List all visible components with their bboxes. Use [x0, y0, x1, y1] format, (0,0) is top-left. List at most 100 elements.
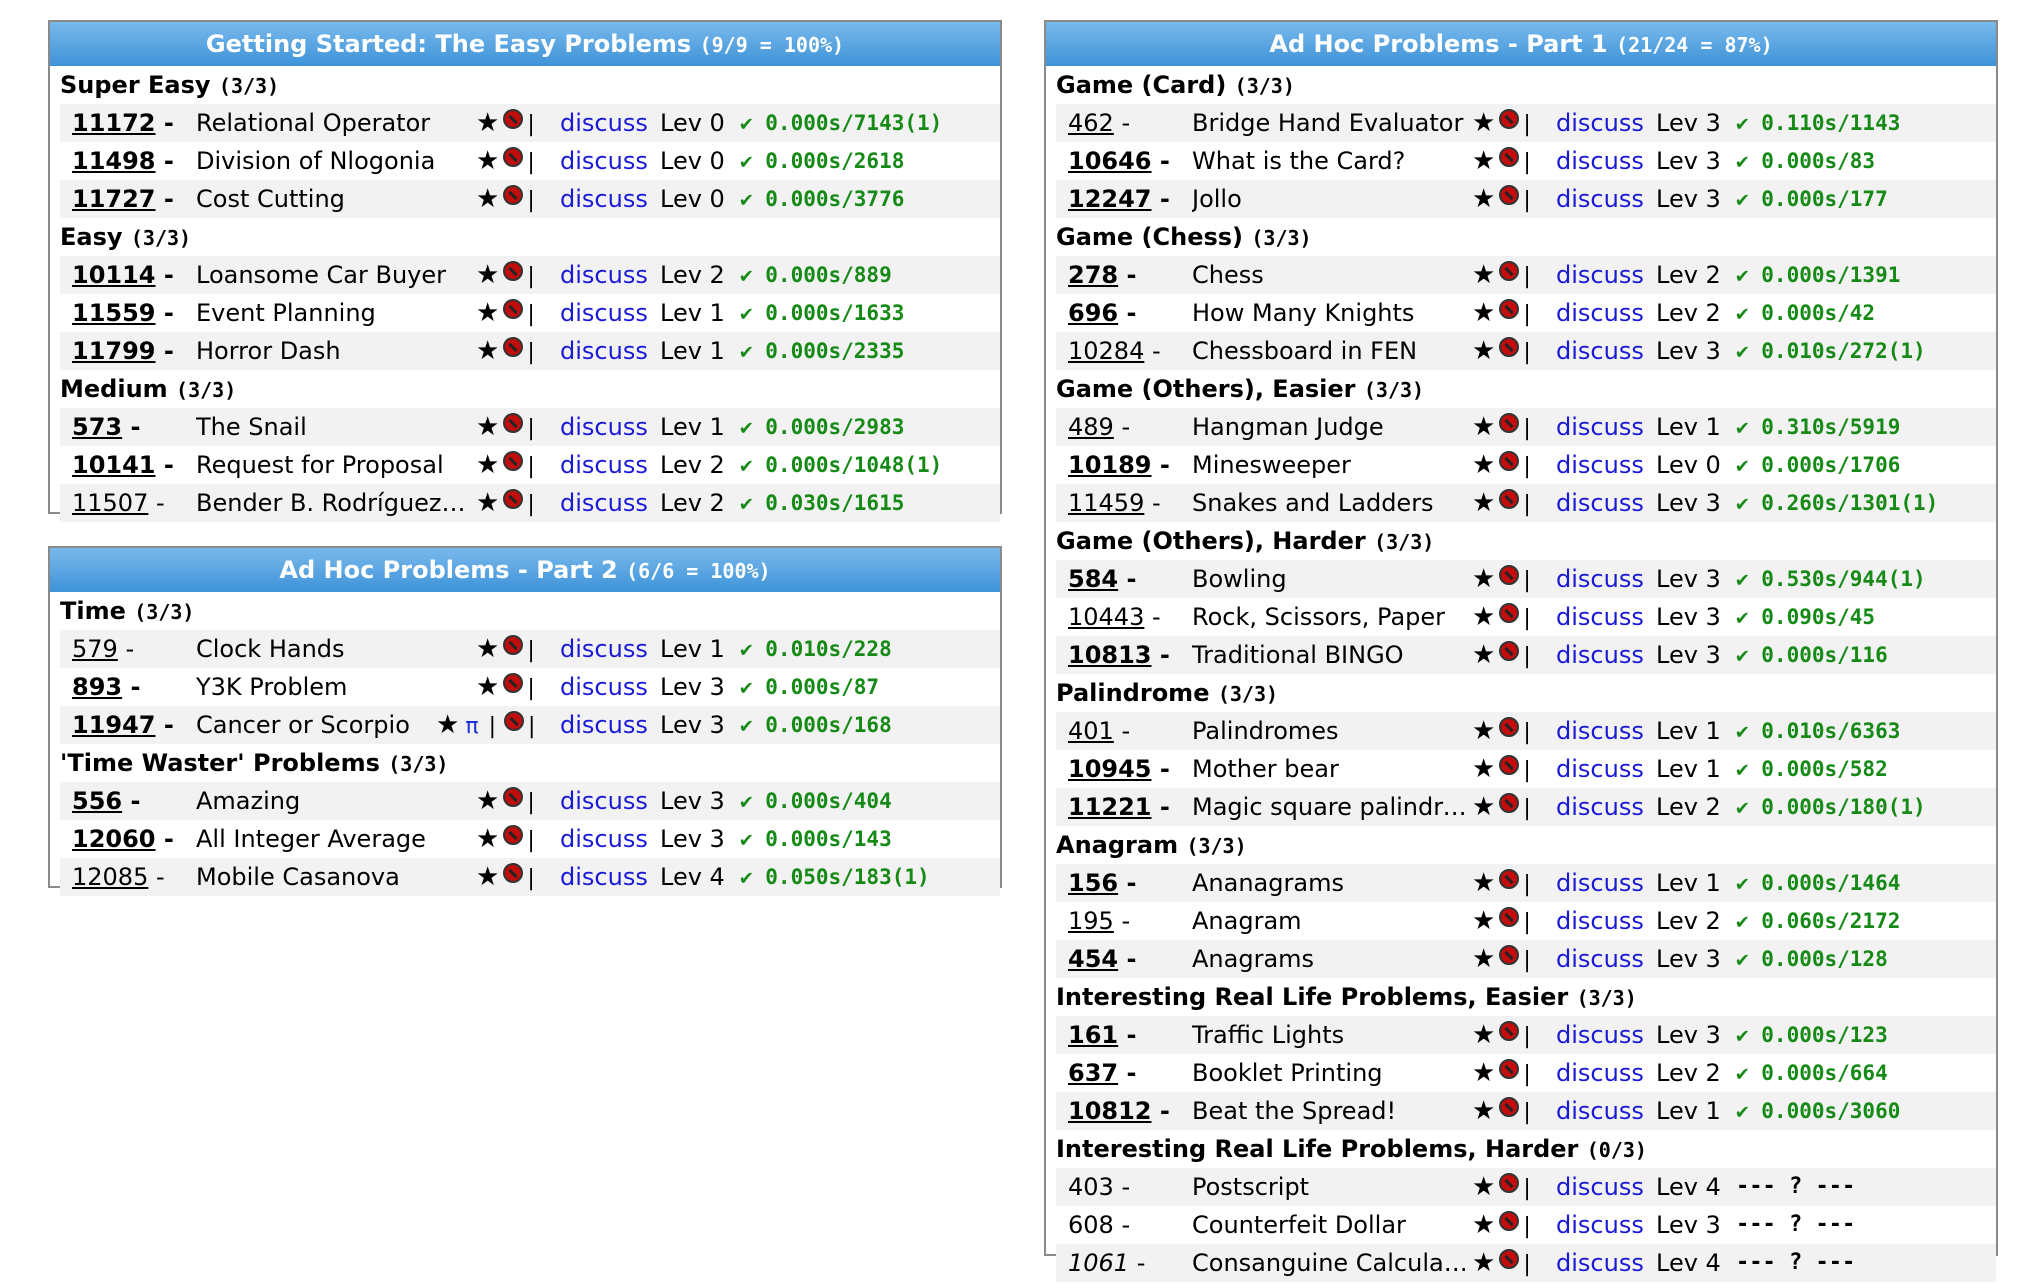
discuss-link[interactable]: discuss: [560, 299, 648, 327]
problem-number-link[interactable]: 556: [72, 787, 123, 815]
problem-number-link[interactable]: 11799: [72, 337, 156, 365]
discuss-link[interactable]: discuss: [1556, 299, 1644, 327]
star-icon[interactable]: ★: [1472, 754, 1496, 784]
problem-number-link[interactable]: 12247: [1068, 185, 1152, 213]
discuss-link[interactable]: discuss: [1556, 945, 1644, 973]
discuss-link[interactable]: discuss: [1556, 793, 1644, 821]
star-icon[interactable]: ★: [476, 450, 500, 480]
star-icon[interactable]: ★: [1472, 1058, 1496, 1088]
discuss-link[interactable]: discuss: [1556, 451, 1644, 479]
discuss-link[interactable]: discuss: [560, 109, 648, 137]
discuss-link[interactable]: discuss: [1556, 1173, 1644, 1201]
debug-icon[interactable]: [1499, 1021, 1520, 1041]
debug-icon[interactable]: [503, 635, 524, 655]
star-icon[interactable]: ★: [476, 260, 500, 290]
debug-icon[interactable]: [1499, 869, 1520, 889]
discuss-link[interactable]: discuss: [1556, 641, 1644, 669]
star-icon[interactable]: ★: [1472, 792, 1496, 822]
debug-icon[interactable]: [1499, 109, 1520, 129]
problem-number-link[interactable]: 11172: [72, 109, 156, 137]
debug-icon[interactable]: [1499, 755, 1520, 775]
star-icon[interactable]: ★: [476, 184, 500, 214]
debug-icon[interactable]: [503, 261, 524, 281]
discuss-link[interactable]: discuss: [560, 673, 648, 701]
debug-icon[interactable]: [503, 185, 524, 205]
discuss-link[interactable]: discuss: [560, 261, 648, 289]
problem-number-link[interactable]: 278: [1068, 261, 1119, 289]
star-icon[interactable]: ★: [476, 298, 500, 328]
discuss-link[interactable]: discuss: [1556, 1097, 1644, 1125]
problem-number-link[interactable]: 10945: [1068, 755, 1152, 783]
problem-number-link[interactable]: 11727: [72, 185, 156, 213]
discuss-link[interactable]: discuss: [1556, 717, 1644, 745]
discuss-link[interactable]: discuss: [1556, 261, 1644, 289]
problem-number-link[interactable]: 462: [1068, 109, 1114, 137]
star-icon[interactable]: ★: [436, 710, 460, 740]
star-icon[interactable]: ★: [1472, 1020, 1496, 1050]
debug-icon[interactable]: [1499, 1097, 1520, 1117]
star-icon[interactable]: ★: [1472, 1172, 1496, 1202]
debug-icon[interactable]: [503, 413, 524, 433]
problem-number-link[interactable]: 11947: [72, 711, 156, 739]
debug-icon[interactable]: [503, 337, 524, 357]
debug-icon[interactable]: [503, 451, 524, 471]
problem-number-link[interactable]: 696: [1068, 299, 1119, 327]
problem-number-link[interactable]: 11221: [1068, 793, 1152, 821]
star-icon[interactable]: ★: [1472, 564, 1496, 594]
discuss-link[interactable]: discuss: [1556, 755, 1644, 783]
problem-number-link[interactable]: 579: [72, 635, 118, 663]
debug-icon[interactable]: [1499, 565, 1520, 585]
problem-number-link[interactable]: 11459: [1068, 489, 1145, 517]
debug-icon[interactable]: [1499, 717, 1520, 737]
star-icon[interactable]: ★: [1472, 906, 1496, 936]
star-icon[interactable]: ★: [476, 634, 500, 664]
debug-icon[interactable]: [1499, 793, 1520, 813]
star-icon[interactable]: ★: [1472, 716, 1496, 746]
problem-number-link[interactable]: 10141: [72, 451, 156, 479]
problem-number-link[interactable]: 10443: [1068, 603, 1145, 631]
discuss-link[interactable]: discuss: [1556, 413, 1644, 441]
star-icon[interactable]: ★: [1472, 944, 1496, 974]
pi-icon[interactable]: π: [465, 714, 479, 739]
problem-number-link[interactable]: 454: [1068, 945, 1119, 973]
problem-number-link[interactable]: 584: [1068, 565, 1119, 593]
debug-icon[interactable]: [1499, 603, 1520, 623]
debug-icon[interactable]: [503, 825, 524, 845]
star-icon[interactable]: ★: [476, 824, 500, 854]
discuss-link[interactable]: discuss: [1556, 185, 1644, 213]
discuss-link[interactable]: discuss: [1556, 109, 1644, 137]
star-icon[interactable]: ★: [476, 786, 500, 816]
discuss-link[interactable]: discuss: [560, 451, 648, 479]
discuss-link[interactable]: discuss: [1556, 603, 1644, 631]
problem-number-link[interactable]: 637: [1068, 1059, 1119, 1087]
problem-number-link[interactable]: 12060: [72, 825, 156, 853]
problem-number-link[interactable]: 10189: [1068, 451, 1152, 479]
debug-icon[interactable]: [1499, 1249, 1520, 1269]
problem-number-link[interactable]: 11507: [72, 489, 149, 517]
discuss-link[interactable]: discuss: [1556, 1021, 1644, 1049]
star-icon[interactable]: ★: [1472, 298, 1496, 328]
debug-icon[interactable]: [1499, 451, 1520, 471]
debug-icon[interactable]: [503, 787, 524, 807]
problem-number-link[interactable]: 195: [1068, 907, 1114, 935]
problem-number-link[interactable]: 893: [72, 673, 123, 701]
star-icon[interactable]: ★: [1472, 640, 1496, 670]
star-icon[interactable]: ★: [476, 146, 500, 176]
debug-icon[interactable]: [1499, 641, 1520, 661]
star-icon[interactable]: ★: [1472, 868, 1496, 898]
discuss-link[interactable]: discuss: [1556, 565, 1644, 593]
problem-number-link[interactable]: 156: [1068, 869, 1119, 897]
problem-number-link[interactable]: 161: [1068, 1021, 1119, 1049]
problem-number-link[interactable]: 10812: [1068, 1097, 1152, 1125]
debug-icon[interactable]: [1499, 1173, 1520, 1193]
problem-number-link[interactable]: 489: [1068, 413, 1114, 441]
debug-icon[interactable]: [1499, 489, 1520, 509]
problem-number-link[interactable]: 11559: [72, 299, 156, 327]
debug-icon[interactable]: [503, 863, 524, 883]
debug-icon[interactable]: [1499, 907, 1520, 927]
star-icon[interactable]: ★: [476, 412, 500, 442]
debug-icon[interactable]: [503, 711, 524, 731]
star-icon[interactable]: ★: [1472, 412, 1496, 442]
debug-icon[interactable]: [1499, 337, 1520, 357]
discuss-link[interactable]: discuss: [560, 635, 648, 663]
